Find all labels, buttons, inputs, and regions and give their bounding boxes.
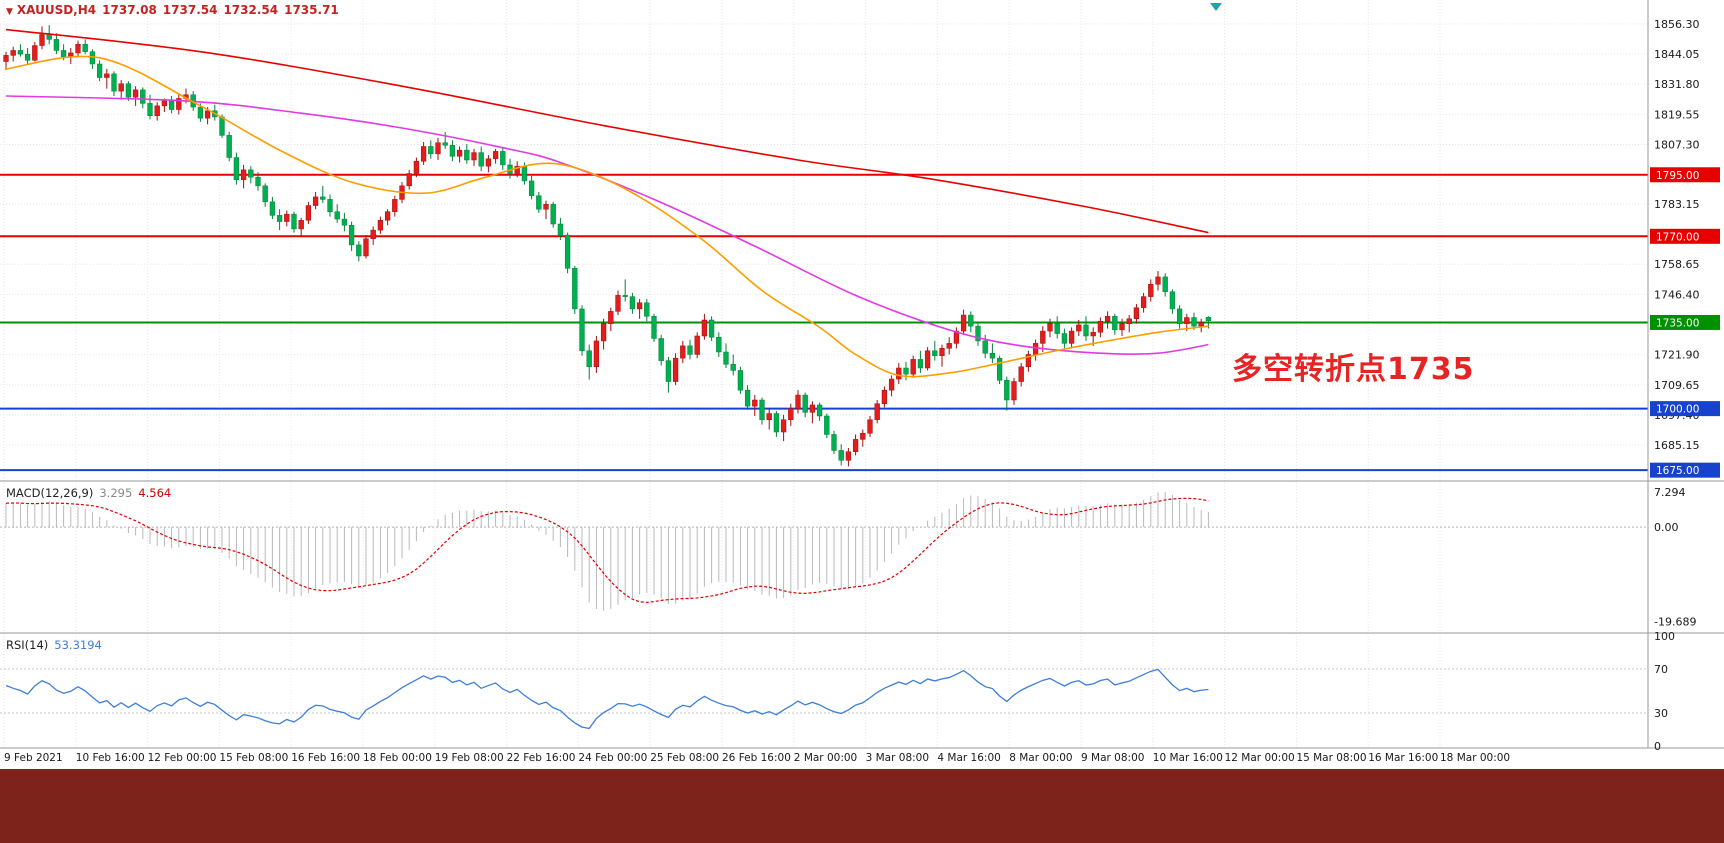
rsi-indicator-label: RSI(14) 53.3194 — [6, 638, 102, 652]
svg-text:1819.55: 1819.55 — [1654, 108, 1700, 121]
ohlc-close: 1735.71 — [284, 3, 339, 17]
svg-text:2 Mar 00:00: 2 Mar 00:00 — [794, 752, 857, 764]
hlines-layer — [0, 173, 1648, 472]
svg-text:1795.00: 1795.00 — [1656, 170, 1699, 182]
svg-text:18 Feb 00:00: 18 Feb 00:00 — [363, 752, 432, 764]
candles-layer — [3, 25, 1212, 467]
svg-text:1685.15: 1685.15 — [1654, 439, 1700, 452]
macd-main-value: 3.295 — [99, 486, 133, 500]
price-badge — [1650, 314, 1720, 330]
svg-text:1770.00: 1770.00 — [1656, 231, 1699, 243]
svg-text:4 Mar 16:00: 4 Mar 16:00 — [937, 752, 1000, 764]
ma-fast-orange — [5, 55, 1209, 378]
macd-layer — [5, 491, 1209, 611]
macd-indicator-label: MACD(12,26,9) 3.295 4.564 — [6, 486, 171, 500]
indicator-axes: 7.294 0.00 -19.689 100 70 30 0 — [1654, 486, 1696, 753]
chart-shift-marker-icon — [1210, 3, 1222, 11]
macd-signal-line — [5, 497, 1209, 604]
svg-text:1831.80: 1831.80 — [1654, 78, 1700, 91]
svg-text:1675.00: 1675.00 — [1656, 465, 1699, 477]
svg-text:19 Feb 08:00: 19 Feb 08:00 — [435, 752, 504, 764]
svg-text:1758.65: 1758.65 — [1654, 258, 1700, 271]
svg-text:10 Feb 16:00: 10 Feb 16:00 — [76, 752, 145, 764]
rsi-line — [5, 668, 1209, 730]
svg-text:8 Mar 00:00: 8 Mar 00:00 — [1009, 752, 1072, 764]
svg-text:25 Feb 08:00: 25 Feb 08:00 — [650, 752, 719, 764]
svg-text:12 Mar 00:00: 12 Mar 00:00 — [1225, 752, 1295, 764]
svg-text:1783.15: 1783.15 — [1654, 198, 1700, 211]
macd-signal-value: 4.564 — [138, 486, 172, 500]
svg-text:1856.30: 1856.30 — [1654, 18, 1700, 31]
symbol-ohlc-readout: ▼ XAUUSD,H4 1737.08 1737.54 1732.54 1735.71 — [6, 3, 345, 17]
price-badge — [1650, 167, 1720, 183]
ohlc-low: 1732.54 — [223, 3, 279, 17]
svg-text:26 Feb 16:00: 26 Feb 16:00 — [722, 752, 791, 764]
svg-text:1735.00: 1735.00 — [1656, 317, 1699, 329]
svg-text:22 Feb 16:00: 22 Feb 16:00 — [507, 752, 576, 764]
ma-mid-magenta — [5, 95, 1209, 356]
price-badge — [1650, 228, 1720, 244]
svg-text:1709.65: 1709.65 — [1654, 379, 1700, 392]
svg-text:15 Feb 08:00: 15 Feb 08:00 — [219, 752, 288, 764]
svg-text:9 Feb 2021: 9 Feb 2021 — [4, 752, 63, 764]
ma-slow-red — [5, 28, 1209, 234]
svg-text:9 Mar 08:00: 9 Mar 08:00 — [1081, 752, 1144, 764]
svg-text:70: 70 — [1654, 663, 1668, 676]
svg-text:1807.30: 1807.30 — [1654, 138, 1700, 151]
svg-text:16 Feb 16:00: 16 Feb 16:00 — [291, 752, 360, 764]
svg-text:1844.05: 1844.05 — [1654, 48, 1700, 61]
macd-title: MACD(12,26,9) — [6, 486, 94, 500]
rsi-title: RSI(14) — [6, 638, 49, 652]
svg-text:10 Mar 16:00: 10 Mar 16:00 — [1153, 752, 1223, 764]
ohlc-open: 1737.08 — [102, 3, 157, 17]
price-badge — [1650, 401, 1720, 417]
rsi-layer — [5, 668, 1209, 730]
svg-text:0.00: 0.00 — [1654, 521, 1679, 534]
symbol-label: XAUUSD,H4 — [16, 3, 97, 17]
svg-text:24 Feb 00:00: 24 Feb 00:00 — [578, 752, 647, 764]
svg-text:3 Mar 08:00: 3 Mar 08:00 — [866, 752, 929, 764]
chart-annotation-text: 多空转折点1735 — [1232, 352, 1475, 387]
price-axis[interactable]: 1856.30 1844.05 1831.80 1819.55 1807.30 1783.… — [1650, 18, 1720, 478]
ohlc-high: 1737.54 — [162, 3, 218, 17]
chart-canvas[interactable]: 1856.30 1844.05 1831.80 1819.55 1807.30 1783.… — [0, 0, 1724, 769]
svg-text:30: 30 — [1654, 707, 1668, 720]
svg-text:1700.00: 1700.00 — [1656, 404, 1699, 416]
time-axis[interactable]: 9 Feb 2021 10 Feb 16:00 12 Feb 00:00 15 Feb… — [4, 752, 1510, 764]
svg-text:1746.40: 1746.40 — [1654, 288, 1700, 301]
svg-text:1721.90: 1721.90 — [1654, 349, 1700, 362]
page-background-band — [0, 769, 1724, 843]
svg-text:18 Mar 00:00: 18 Mar 00:00 — [1440, 752, 1510, 764]
moving-averages-layer — [5, 28, 1209, 378]
svg-text:12 Feb 00:00: 12 Feb 00:00 — [148, 752, 217, 764]
svg-text:0: 0 — [1654, 740, 1661, 753]
svg-text:100: 100 — [1654, 630, 1675, 643]
separators-layer — [0, 0, 1724, 749]
svg-text:7.294: 7.294 — [1654, 486, 1686, 499]
symbol-triangle-icon: ▼ — [6, 7, 13, 17]
price-badge — [1650, 462, 1720, 478]
grid-layer — [0, 0, 1648, 748]
svg-text:-19.689: -19.689 — [1654, 615, 1696, 628]
svg-text:16 Mar 16:00: 16 Mar 16:00 — [1368, 752, 1438, 764]
svg-text:15 Mar 08:00: 15 Mar 08:00 — [1296, 752, 1366, 764]
rsi-value: 53.3194 — [54, 638, 102, 652]
